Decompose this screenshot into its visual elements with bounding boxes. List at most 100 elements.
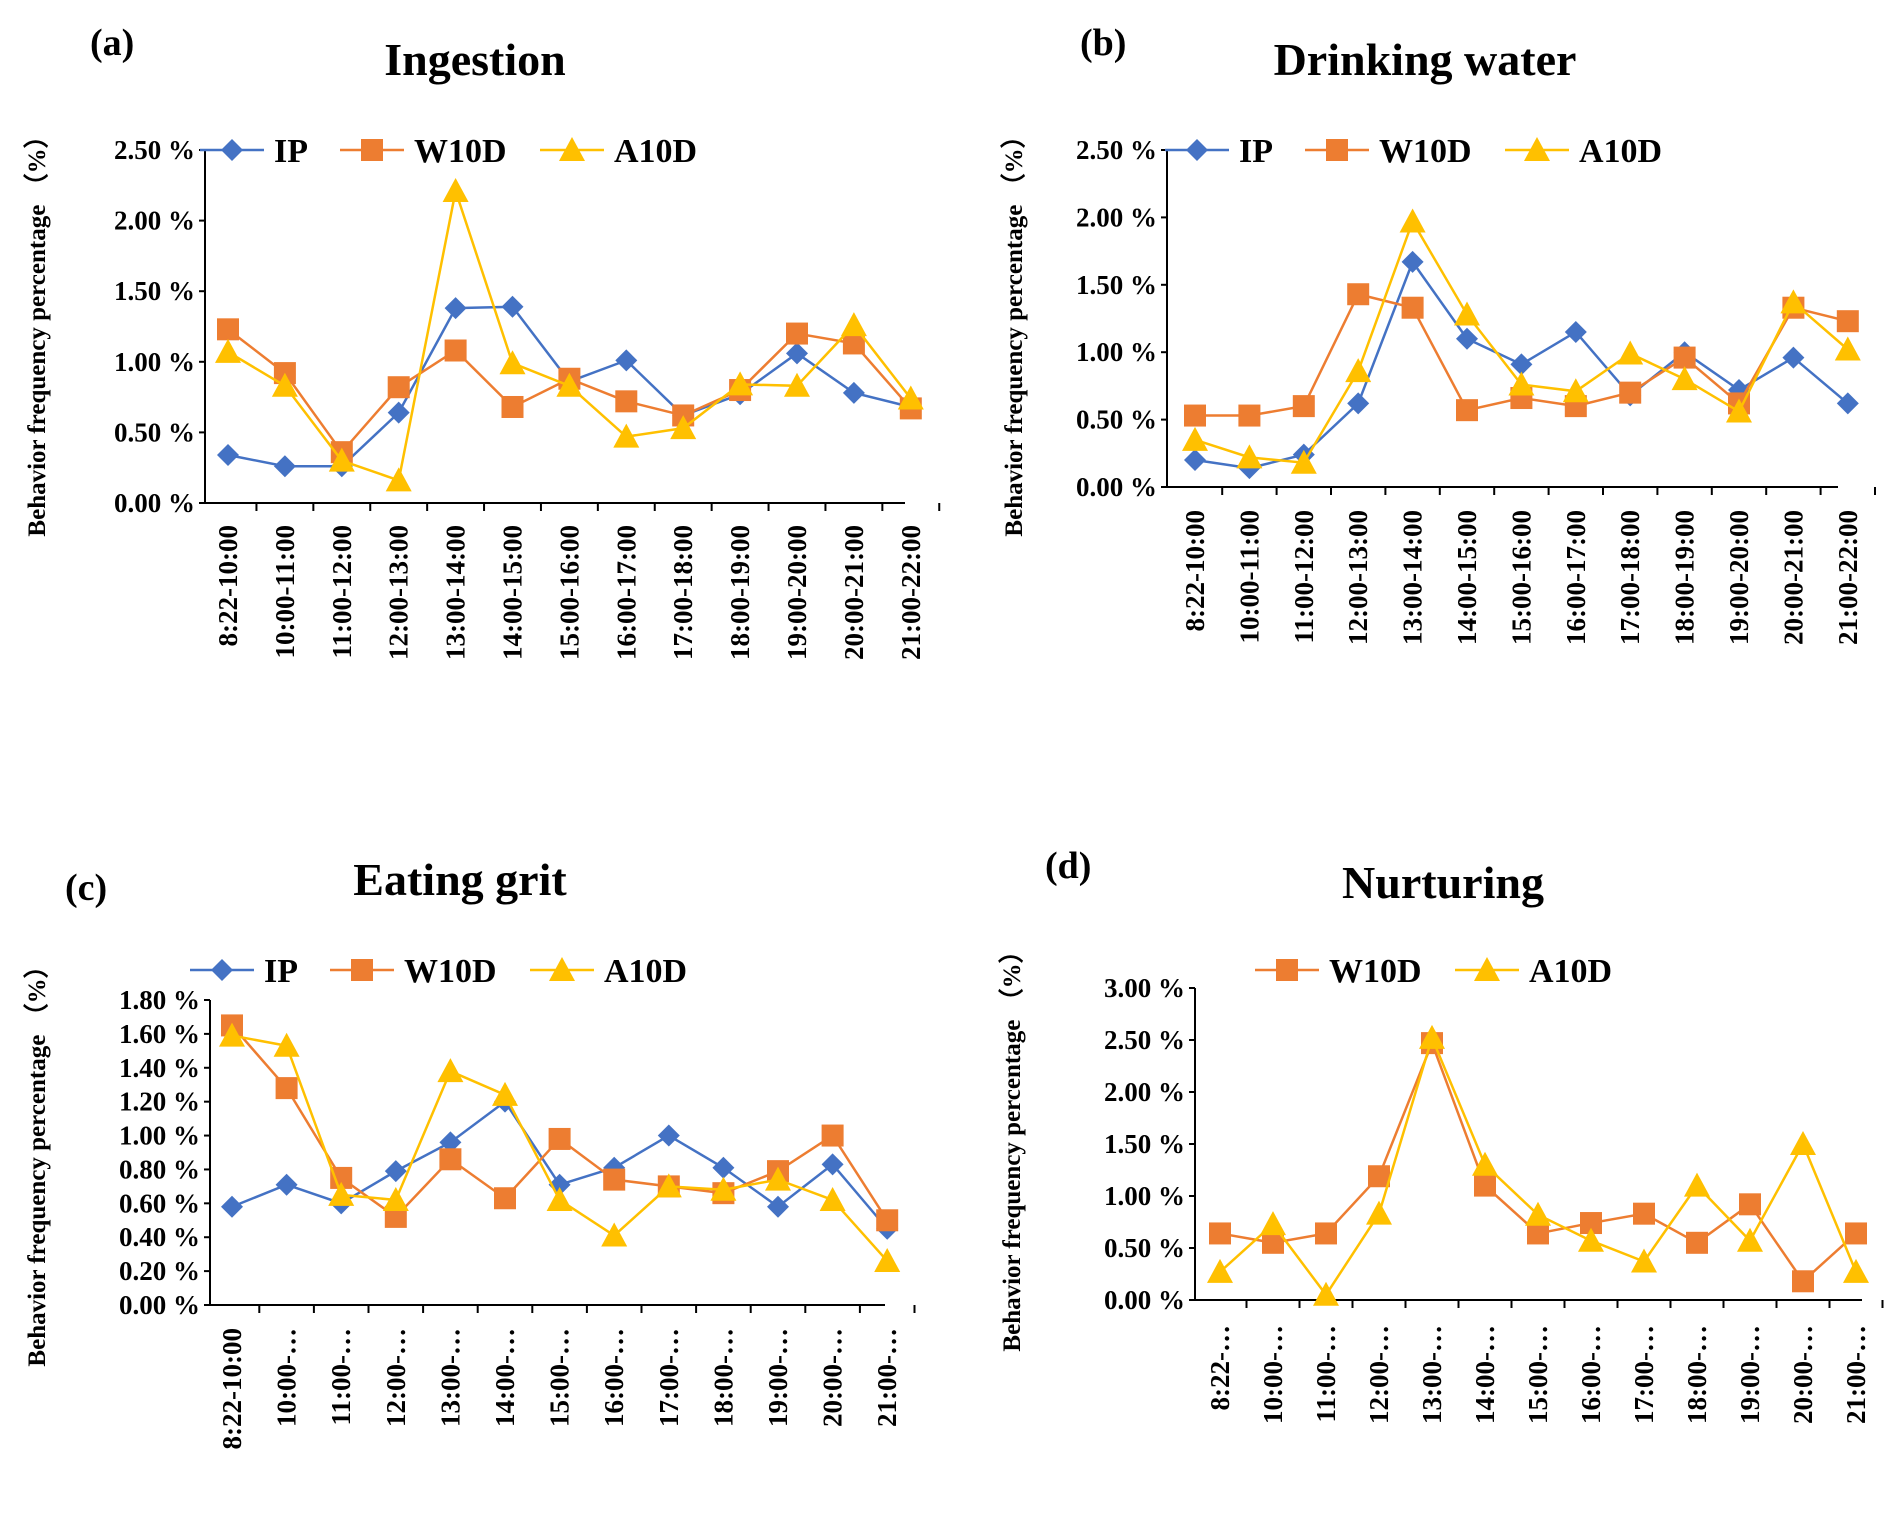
data-point (217, 443, 239, 466)
y-tick-label: 1.60 % (119, 1019, 200, 1049)
data-point (1686, 1231, 1708, 1254)
data-point (1292, 395, 1315, 418)
y-tick-label: 1.00 % (119, 1121, 200, 1151)
x-tick-label: 19:00-20:00 (1724, 510, 1754, 645)
data-point (657, 1124, 680, 1147)
panel-label: (a) (90, 22, 134, 64)
data-point (1456, 327, 1478, 350)
legend-marker (1326, 139, 1348, 161)
data-point (767, 1195, 789, 1218)
x-tick-label: 11:00-… (1311, 1325, 1341, 1423)
data-point (1290, 449, 1317, 474)
data-point (1262, 1231, 1284, 1254)
x-tick-label: 12:00-… (381, 1328, 411, 1427)
data-point (385, 467, 412, 492)
chart-title: Eating grit (353, 854, 567, 905)
series-w10d (1209, 1032, 1867, 1293)
legend-marker (1186, 139, 1208, 161)
series-ip (1184, 250, 1859, 480)
data-point (1184, 449, 1206, 472)
x-tick-label: 17:00-18:00 (1615, 510, 1645, 645)
series-a10d (219, 1022, 901, 1272)
data-point (615, 390, 638, 413)
data-point (1673, 346, 1696, 369)
data-point (1345, 358, 1372, 383)
data-point (1633, 1202, 1655, 1225)
data-point (501, 395, 524, 418)
data-point (444, 297, 467, 320)
x-tick-label: 12:00-13:00 (1343, 510, 1373, 645)
legend-item-ip: IP (1165, 133, 1273, 170)
data-point (603, 1168, 626, 1191)
data-point (548, 1127, 571, 1150)
x-tick-label: 16:00-… (599, 1328, 629, 1427)
legend-item-w10d: W10D (340, 133, 507, 170)
data-point (1182, 426, 1208, 451)
legend-marker (1276, 959, 1298, 981)
legend-marker (1474, 957, 1500, 981)
legend-item-ip: IP (200, 133, 308, 170)
data-point (1578, 1227, 1604, 1252)
data-point (1834, 336, 1861, 361)
y-axis-label: Behavior frequency percentage （%） (997, 938, 1026, 1351)
x-tick-label: 8:22-10:00 (1180, 510, 1210, 631)
y-tick-label: 0.00 % (119, 1290, 200, 1320)
x-tick-label: 18:00-19:00 (725, 525, 755, 660)
series-a10d (1182, 208, 1861, 474)
y-tick-label: 0.00 % (1104, 1285, 1185, 1315)
data-point (217, 318, 239, 341)
x-tick-label: 21:00-22:00 (896, 525, 926, 660)
data-point (1236, 444, 1263, 469)
data-point (876, 1209, 899, 1232)
x-tick-label: 20:00-21:00 (839, 525, 869, 660)
y-tick-label: 1.40 % (119, 1053, 200, 1083)
data-point (384, 1205, 407, 1228)
x-tick-label: 20:00-21:00 (1778, 510, 1808, 645)
data-point (556, 372, 583, 397)
x-tick-label: 14:00-15:00 (498, 525, 528, 660)
x-tick-label: 16:00-… (1576, 1325, 1606, 1424)
series-ip (221, 1090, 899, 1240)
x-tick-label: 17:00-18:00 (668, 525, 698, 660)
data-point (382, 1186, 409, 1211)
x-tick-label: 16:00-17:00 (1561, 510, 1591, 645)
data-point (275, 1077, 298, 1100)
y-tick-label: 1.50 % (1076, 270, 1157, 300)
data-point (615, 349, 638, 372)
data-point (1527, 1222, 1549, 1245)
y-tick-label: 1.80 % (119, 985, 200, 1015)
data-point (328, 1181, 355, 1206)
x-tick-label: 18:00-19:00 (1670, 510, 1700, 645)
x-tick-label: 8:22-10:00 (217, 1328, 247, 1449)
legend: IP W10D A10D (1165, 133, 1662, 170)
x-tick-label: 15:00-16:00 (554, 525, 584, 660)
data-point (874, 1247, 901, 1272)
x-tick-label: 10:00-… (1258, 1325, 1288, 1424)
data-point (1845, 1222, 1867, 1245)
panel-a: (a) Ingestion Behavior frequency percentag… (22, 22, 941, 660)
y-tick-label: 2.50 % (114, 135, 195, 165)
data-point (1739, 1193, 1761, 1216)
legend-item-a10d: A10D (1455, 953, 1612, 990)
data-point (1780, 289, 1807, 314)
data-point (1671, 366, 1698, 391)
data-point (784, 372, 810, 397)
data-point (1347, 283, 1370, 306)
chart-title: Ingestion (384, 34, 565, 85)
x-tick-label: 17:00-… (1629, 1325, 1659, 1424)
y-tick-label: 0.40 % (119, 1222, 200, 1252)
y-tick-label: 2.00 % (1104, 1077, 1185, 1107)
y-axis-label: Behavior frequency percentage （%） (22, 953, 51, 1366)
data-point (387, 376, 410, 399)
x-tick-label: 11:00-12:00 (1289, 510, 1319, 643)
data-point (842, 381, 865, 404)
x-tick-label: 16:00-17:00 (611, 525, 641, 660)
data-point (501, 295, 524, 318)
x-tick-label: 8:22-… (1205, 1325, 1235, 1410)
data-point (613, 423, 640, 448)
data-point (710, 1176, 737, 1201)
data-point (1260, 1211, 1286, 1236)
legend-label: W10D (1379, 133, 1472, 170)
x-tick-label: 20:00-… (1788, 1325, 1818, 1424)
legend-item-w10d: W10D (330, 953, 497, 990)
